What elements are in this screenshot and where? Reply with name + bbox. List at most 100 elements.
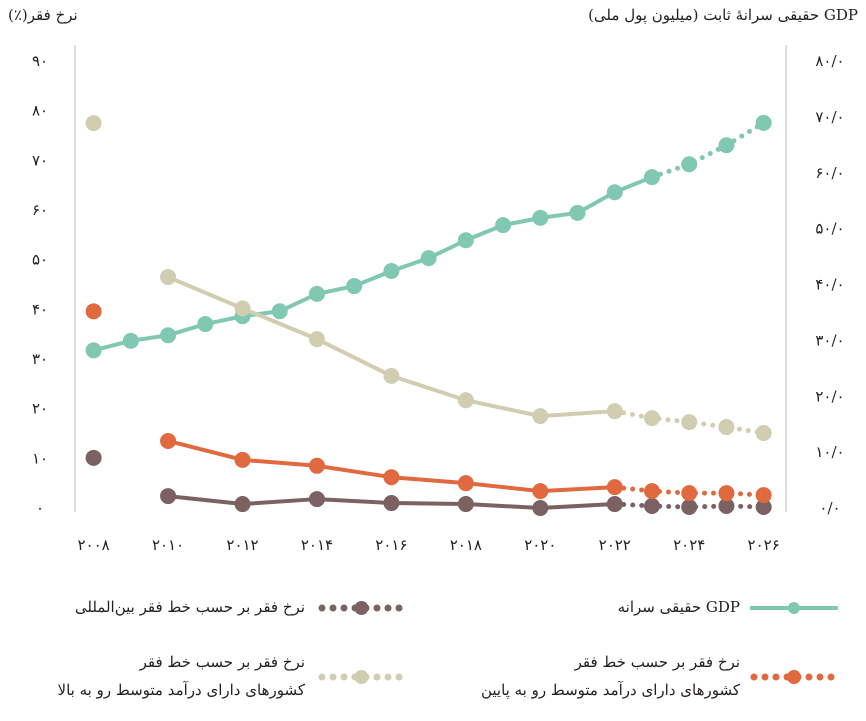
data-point (197, 316, 214, 333)
legend-label: نرخ فقر بر حسب خط فقر (139, 653, 305, 671)
data-point (346, 278, 363, 295)
data-point (457, 475, 474, 492)
legend-marker (787, 670, 801, 684)
data-point (495, 217, 512, 234)
x-tick-label: ۲۰۲۲ (599, 536, 631, 554)
y2-tick-label: ۸۰/۰ (815, 52, 844, 70)
left-axis-title: نرخ فقر(٪) (8, 6, 78, 24)
y-tick-label: ۵۰ (32, 251, 48, 269)
y-tick-label: ۳۰ (32, 350, 48, 368)
data-point (718, 498, 735, 515)
data-point (755, 499, 772, 516)
x-tick-label: ۲۰۱۶ (375, 536, 407, 554)
data-point (308, 457, 325, 474)
data-point (532, 483, 549, 500)
y2-tick-label: ۱۰/۰ (815, 443, 844, 461)
data-point (643, 410, 660, 427)
data-point (383, 367, 400, 384)
data-point (457, 392, 474, 409)
data-point (308, 285, 325, 302)
data-point (606, 479, 623, 496)
legend-marker (354, 601, 369, 615)
data-point (383, 469, 400, 486)
data-point (755, 487, 772, 504)
y2-tick-label: ۰/۰ (819, 499, 840, 517)
y-tick-label: ۲۰ (32, 400, 48, 418)
data-point (457, 496, 474, 513)
data-point (606, 184, 623, 201)
y-tick-label: ۰ (36, 499, 44, 517)
data-point (569, 204, 586, 221)
data-point (532, 500, 549, 517)
data-point (122, 332, 139, 349)
x-tick-label: ۲۰۲۰ (524, 536, 556, 554)
legend-label: نرخ فقر بر حسب خط فقر (574, 653, 740, 671)
x-tick-label: ۲۰۱۲ (226, 536, 258, 554)
x-tick-label: ۲۰۱۰ (152, 536, 184, 554)
data-point (718, 485, 735, 502)
data-point (160, 432, 177, 449)
data-point (271, 303, 288, 320)
y-tick-label: ۱۰ (32, 449, 48, 467)
x-tick-label: ۲۰۰۸ (77, 536, 109, 554)
data-point (383, 495, 400, 512)
data-point (234, 451, 251, 468)
y-tick-label: ۷۰ (32, 151, 48, 169)
data-point (606, 403, 623, 420)
projection-line (612, 408, 767, 436)
data-point (234, 300, 251, 317)
data-point (420, 250, 437, 267)
data-point (85, 449, 102, 466)
data-point (681, 156, 698, 173)
data-point (755, 425, 772, 442)
y-tick-label: ۴۰ (32, 300, 48, 318)
legend-label: کشورهای دارای درآمد متوسط رو به پایین (481, 681, 741, 699)
data-point (85, 303, 102, 320)
x-tick-label: ۲۰۱۴ (301, 536, 333, 554)
projection-line (612, 501, 767, 510)
y2-tick-label: ۷۰/۰ (815, 108, 844, 126)
projection-line (612, 484, 767, 498)
data-point (718, 137, 735, 154)
y2-tick-label: ۴۰/۰ (815, 276, 844, 294)
x-tick-label: ۲۰۱۸ (450, 536, 482, 554)
legend-marker (354, 670, 369, 684)
legend-label: کشورهای دارای درآمد متوسط رو به بالا (58, 681, 306, 699)
data-point (532, 408, 549, 425)
y-tick-label: ۶۰ (32, 201, 48, 219)
data-point (643, 483, 660, 500)
data-point (457, 232, 474, 249)
data-point (308, 331, 325, 348)
y-tick-label: ۸۰ (32, 102, 48, 120)
data-point (681, 499, 698, 516)
data-point (160, 269, 177, 286)
data-point (755, 114, 772, 131)
y2-tick-label: ۶۰/۰ (815, 164, 844, 182)
x-tick-label: ۲۰۲۴ (673, 536, 705, 554)
series-line (93, 175, 653, 353)
y2-tick-label: ۳۰/۰ (815, 331, 844, 349)
data-point (643, 498, 660, 515)
legend-label: نرخ فقر بر حسب خط فقر بین‌المللی (75, 598, 305, 616)
right-axis-title: GDP حقیقی سرانهٔ ثابت (میلیون پول ملی) (588, 6, 858, 24)
legend-label: GDP حقیقی سرانه (618, 598, 740, 616)
data-point (308, 491, 325, 508)
data-point (160, 488, 177, 505)
data-point (681, 485, 698, 502)
data-point (643, 169, 660, 186)
data-point (383, 262, 400, 279)
legend-marker (788, 602, 800, 614)
series-line (167, 275, 615, 419)
data-point (85, 342, 102, 359)
projection-line (649, 120, 767, 180)
y2-tick-label: ۲۰/۰ (815, 387, 844, 405)
data-point (718, 419, 735, 436)
data-point (532, 209, 549, 226)
x-tick-label: ۲۰۲۶ (748, 536, 780, 554)
data-point (681, 414, 698, 431)
data-point (160, 327, 177, 344)
data-point (606, 496, 623, 513)
data-point (85, 115, 102, 132)
